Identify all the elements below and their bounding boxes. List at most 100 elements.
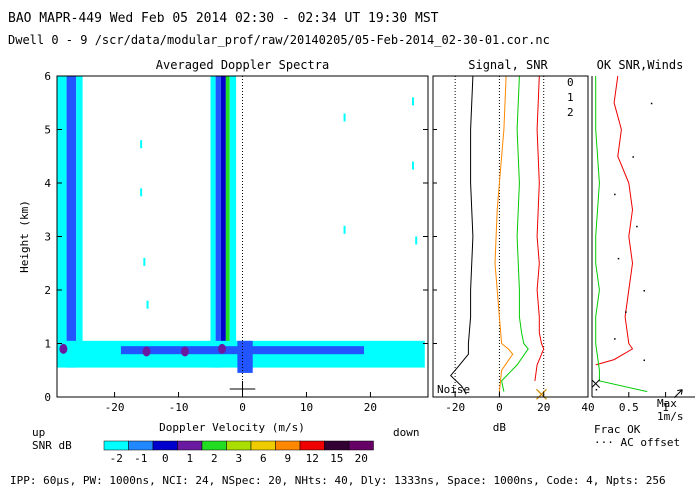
heatmap-band-10 — [120, 346, 365, 355]
spectra-xtick-label-0: 0 — [239, 401, 246, 414]
heatmap-speck-2 — [143, 257, 146, 266]
heatmap-band-4 — [215, 76, 221, 368]
spectra-ytick-label-0: 0 — [44, 391, 51, 404]
signal-frame — [432, 75, 589, 398]
colorbar-tick-8: 12 — [306, 452, 319, 465]
winds-dot-6 — [625, 311, 627, 313]
signal-series-snr-red — [534, 75, 545, 381]
colorbar-swatch-3 — [177, 440, 203, 451]
spectra-xtick-label--20: -20 — [105, 401, 125, 414]
colorbar-swatch-5 — [226, 440, 252, 451]
colorbar-tick-10: 20 — [355, 452, 368, 465]
colorbar-tick-2: 0 — [162, 452, 169, 465]
winds-dot-2 — [614, 193, 616, 196]
colorbar-tick-6: 6 — [260, 452, 267, 465]
winds-legend-0: 0 — [567, 76, 574, 89]
colorbar-swatch-0 — [103, 440, 129, 451]
spectra-ytick-label-5: 5 — [44, 124, 51, 137]
noise-label: Noise — [437, 383, 470, 396]
winds-dot-8 — [643, 359, 645, 362]
signal-xtick-label-20: 20 — [537, 401, 550, 414]
heatmap-band-2 — [76, 76, 83, 365]
colorbar-swatch-7 — [275, 440, 301, 451]
winds-series-frac-ok-green — [595, 76, 648, 393]
heatmap-band-5 — [220, 76, 226, 365]
winds-dot-5 — [643, 290, 645, 292]
heatmap-band-1 — [66, 76, 77, 368]
ac-offset-label: ··· AC offset — [594, 436, 680, 449]
footer-parameters: IPP: 60µs, PW: 1000ns, NCI: 24, NSpec: 2… — [10, 474, 666, 487]
colorbar-tick-7: 9 — [284, 452, 291, 465]
winds-xtick-label-0: 0.5 — [619, 401, 639, 414]
winds-dot-0 — [650, 102, 653, 105]
colorbar-swatch-10 — [348, 440, 374, 451]
heatmap-band-0 — [57, 76, 67, 365]
doppler-spectra-panel: Averaged Doppler Spectra 0 1 2 3 4 5 6 -20 -10 0 10… — [18, 58, 429, 439]
noise-marker — [536, 388, 547, 400]
signal-series-snr-orange — [494, 75, 514, 392]
winds-xlabel: Frac OK — [594, 423, 641, 436]
colorbar-swatch-2 — [152, 440, 178, 451]
heatmap-speck-3 — [146, 300, 149, 309]
colorbar-tick-4: 2 — [211, 452, 218, 465]
heatmap-speck-6 — [412, 97, 415, 106]
winds-xtick-label-1: 1 — [662, 401, 669, 414]
colorbar-tick-9: 15 — [330, 452, 343, 465]
spectra-ytick-label-1: 1 — [44, 338, 51, 351]
spectra-ytick-label-6: 6 — [44, 70, 51, 83]
signal-series-signal — [450, 75, 474, 395]
signal-xlabel: dB — [493, 421, 507, 434]
spectra-xlabel: Doppler Velocity (m/s) — [159, 421, 305, 434]
winds-dot-7 — [614, 338, 616, 340]
colorbar-swatch-4 — [201, 440, 227, 451]
winds-dot-3 — [636, 225, 638, 228]
winds-cross-0 — [591, 379, 601, 388]
colorbar-tick-3: 1 — [186, 452, 193, 465]
spectra-ytick-label-2: 2 — [44, 284, 51, 297]
heatmap-speck-7 — [412, 161, 415, 170]
heatmap-peak-1 — [218, 343, 227, 354]
colorbar-label: SNR dB — [32, 439, 72, 452]
max-label: Max — [657, 397, 677, 410]
max-wind-arrow — [673, 389, 683, 399]
colorbar-swatch-8 — [299, 440, 325, 451]
winds-title: OK SNR,Winds — [597, 58, 684, 72]
winds-dot-1 — [632, 156, 634, 158]
signal-xtick-label--20: -20 — [445, 401, 465, 414]
heatmap-band-9 — [237, 340, 253, 373]
heatmap-speck-8 — [415, 236, 418, 245]
winds-dot-4 — [617, 257, 620, 260]
spectra-ytick-label-4: 4 — [44, 177, 51, 190]
colorbar-swatch-1 — [128, 440, 154, 451]
signal-xtick-label-0: 0 — [496, 401, 503, 414]
heatmap-speck-1 — [140, 188, 143, 197]
colorbar-tick-0: -2 — [110, 452, 123, 465]
header-title: BAO MAPR-449 Wed Feb 05 2014 02:30 - 02:… — [8, 11, 439, 26]
heatmap-band-6 — [225, 76, 230, 363]
signal-series-snr-green — [501, 75, 529, 392]
winds-legend-1: 1 — [567, 91, 574, 104]
heatmap-speck-4 — [343, 113, 346, 122]
colorbar-tick-5: 3 — [235, 452, 242, 465]
snr-colorbar: SNR dB-2 -1 0 1 2 3 6 9 12 15 20 — [32, 439, 374, 465]
colorbar-swatch-9 — [324, 440, 350, 451]
spectra-x-left-note: up — [32, 426, 45, 439]
heatmap-peak-2 — [142, 346, 151, 357]
heatmap-speck-5 — [343, 225, 346, 234]
spectra-x-right-note: down — [393, 426, 420, 439]
max-value: 1m/s — [657, 410, 684, 423]
signal-title: Signal, SNR — [468, 58, 548, 72]
spectra-title: Averaged Doppler Spectra — [156, 58, 329, 72]
spectra-xtick-label--10: -10 — [169, 401, 189, 414]
winds-series-frac-ok-red — [595, 75, 634, 366]
spectra-ylabel: Height (km) — [18, 200, 31, 273]
header-file-path: Dwell 0 - 9 /scr/data/modular_prof/raw/2… — [8, 33, 550, 47]
heatmap-peak-0 — [59, 343, 68, 354]
winds-dot-9 — [595, 388, 598, 391]
heatmap-speck-0 — [140, 140, 143, 149]
winds-legend-2: 2 — [567, 106, 574, 119]
colorbar-tick-1: -1 — [134, 452, 147, 465]
